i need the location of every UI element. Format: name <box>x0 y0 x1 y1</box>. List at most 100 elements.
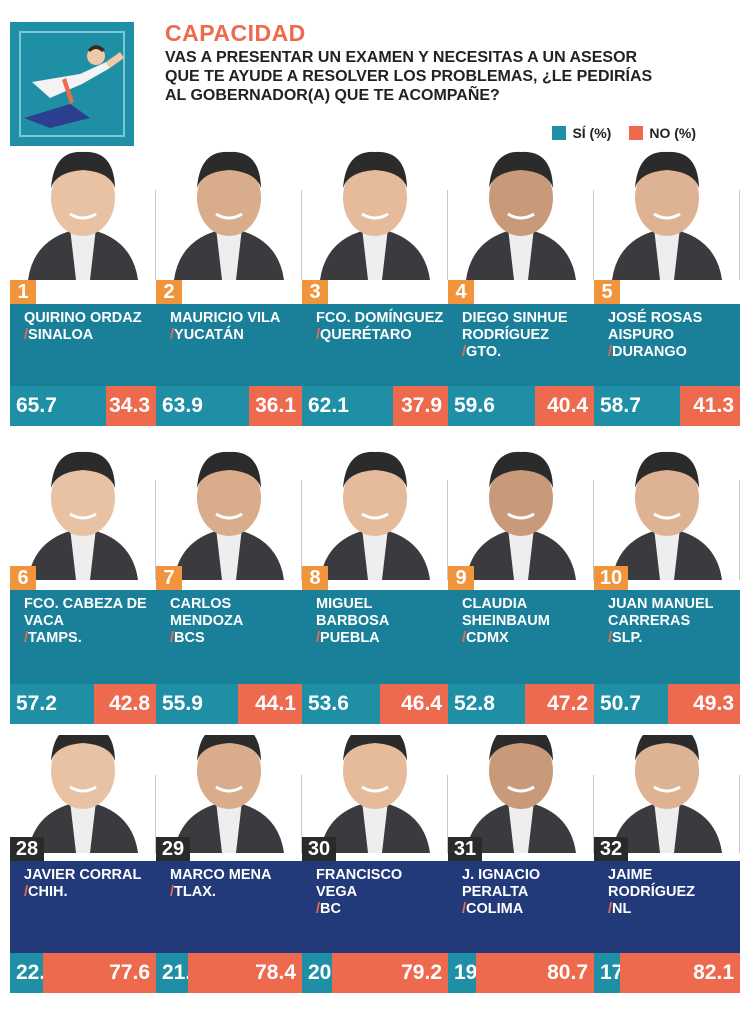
bar-segment-si: 57.2 <box>10 684 94 724</box>
value-label-no: 82.1 <box>693 961 734 984</box>
card-divider <box>447 480 448 580</box>
stacked-bar: 19.3 80.7 <box>448 953 594 993</box>
bar-segment-no: 80.7 <box>476 953 594 993</box>
stacked-bar: 62.1 37.9 <box>302 386 448 426</box>
bar-segment-si: 20.8 <box>302 953 349 993</box>
portrait-photo <box>302 735 448 853</box>
governor-state: /CHIH. <box>24 884 152 901</box>
value-label-si: 53.6 <box>308 692 349 715</box>
value-label-no: 37.9 <box>401 394 442 417</box>
value-label-si: 52.8 <box>454 692 495 715</box>
governor-name-box: MAURICIO VILA/YUCATÁN <box>156 304 302 386</box>
governor-card: CLAUDIA SHEINBAUM/CDMX 9 52.8 47.2 <box>448 440 594 724</box>
governor-name-box: FCO. DOMÍNGUEZ/QUERÉTARO <box>302 304 448 386</box>
card-divider <box>447 775 448 853</box>
legend-item-si: SÍ (%) <box>552 125 611 141</box>
bar-segment-si: 22.4 <box>10 953 57 993</box>
legend: SÍ (%) NO (%) <box>552 125 696 141</box>
value-label-no: 79.2 <box>401 961 442 984</box>
rank-number: 3 <box>302 280 328 304</box>
bar-segment-si: 53.6 <box>302 684 381 724</box>
value-label-no: 42.8 <box>109 692 150 715</box>
bar-segment-no: 41.3 <box>679 386 740 426</box>
stacked-bar: 55.9 44.1 <box>156 684 302 724</box>
state-slash: / <box>608 901 613 917</box>
portrait-photo <box>594 440 740 580</box>
bar-segment-no: 49.3 <box>668 684 740 724</box>
portrait-photo <box>156 440 302 580</box>
governor-state: /QUERÉTARO <box>316 327 444 344</box>
rank-number: 6 <box>10 566 36 590</box>
governor-state: /GTO. <box>462 344 590 361</box>
value-label-no: 40.4 <box>547 394 588 417</box>
bar-segment-si: 50.7 <box>594 684 669 724</box>
governor-name: JAIME RODRÍGUEZ <box>608 867 695 900</box>
value-label-no: 34.3 <box>109 394 150 417</box>
state-slash: / <box>462 901 467 917</box>
governor-name: FCO. CABEZA DE VACA <box>24 596 147 629</box>
governor-card: JAVIER CORRAL/CHIH. 28 22.4 77.6 <box>10 735 156 993</box>
value-label-no: 41.3 <box>693 394 734 417</box>
value-label-si: 50.7 <box>600 692 641 715</box>
portrait-photo <box>156 735 302 853</box>
governor-state: /PUEBLA <box>316 630 444 647</box>
state-label: NL <box>612 901 632 917</box>
governor-name-box: FCO. CABEZA DE VACA/TAMPS. <box>10 590 156 684</box>
card-divider <box>301 775 302 853</box>
state-label: QUERÉTARO <box>320 327 412 343</box>
card-divider <box>593 480 594 580</box>
portrait-photo <box>302 440 448 580</box>
stacked-bar: 20.8 79.2 <box>302 953 448 993</box>
card-divider <box>301 190 302 280</box>
governor-name-box: José Rosas AISPURO/DURANGO <box>594 304 740 386</box>
governor-name: DIEGO SINHUE RODRÍGUEZ <box>462 310 568 343</box>
governor-card: CARLOS MENDOZA/BCS 7 55.9 44.1 <box>156 440 302 724</box>
governor-name-box: J. IGNACIO PERALTA/COLIMA <box>448 861 594 953</box>
state-slash: / <box>170 327 175 343</box>
governor-card: JUAN MANUEL CARRERAS/SLP. 10 50.7 49.3 <box>594 440 740 724</box>
bar-segment-si: 55.9 <box>156 684 238 724</box>
bar-segment-si: 21.6 <box>156 953 203 993</box>
governor-name-box: CLAUDIA SHEINBAUM/CDMX <box>448 590 594 684</box>
card-divider <box>447 190 448 280</box>
chart-title: CAPACIDAD <box>165 20 306 46</box>
bar-segment-si: 59.6 <box>448 386 536 426</box>
rank-number: 10 <box>594 566 628 590</box>
governor-state: /DURANGO <box>608 344 736 361</box>
rank-number: 28 <box>10 837 44 861</box>
rank-number: 31 <box>448 837 482 861</box>
survey-question: VAS A PRESENTAR UN EXAMEN Y NECESITAS A … <box>165 49 653 104</box>
bar-segment-no: 47.2 <box>525 684 594 724</box>
governor-name: JAVIER CORRAL <box>24 867 142 883</box>
bar-segment-no: 42.8 <box>93 684 156 724</box>
governor-name: José Rosas AISPURO <box>608 310 703 343</box>
governor-name: MARCO MENA <box>170 867 272 883</box>
value-label-si: 63.9 <box>162 394 203 417</box>
state-label: YUCATÁN <box>174 327 244 343</box>
portrait-photo <box>448 440 594 580</box>
governor-state: /YUCATÁN <box>170 327 298 344</box>
state-label: SINALOA <box>28 327 94 343</box>
governor-name: QUIRINO ORDAZ <box>24 310 142 326</box>
state-label: BCS <box>174 630 205 646</box>
value-label-si: 62.1 <box>308 394 349 417</box>
governor-name: MAURICIO VILA <box>170 310 281 326</box>
state-label: COLIMA <box>466 901 524 917</box>
governor-name-box: JUAN MANUEL CARRERAS/SLP. <box>594 590 740 684</box>
governor-state: /NL <box>608 901 736 918</box>
state-slash: / <box>608 630 613 646</box>
state-label: TLAX. <box>174 884 216 900</box>
stacked-bar: 65.7 34.3 <box>10 386 156 426</box>
legend-swatch-no <box>629 126 644 140</box>
rank-number: 8 <box>302 566 328 590</box>
state-label: CHIH. <box>28 884 68 900</box>
portrait-photo <box>156 150 302 280</box>
governor-card: DIEGO SINHUE RODRÍGUEZ/GTO. 4 59.6 40.4 <box>448 150 594 426</box>
runner-illustration-icon <box>10 22 134 146</box>
stacked-bar: 58.7 41.3 <box>594 386 740 426</box>
bar-segment-si: 52.8 <box>448 684 526 724</box>
legend-label-si: SÍ (%) <box>572 125 612 141</box>
stacked-bar: 53.6 46.4 <box>302 684 448 724</box>
value-label-no: 44.1 <box>255 692 296 715</box>
value-label-si: 59.6 <box>454 394 495 417</box>
